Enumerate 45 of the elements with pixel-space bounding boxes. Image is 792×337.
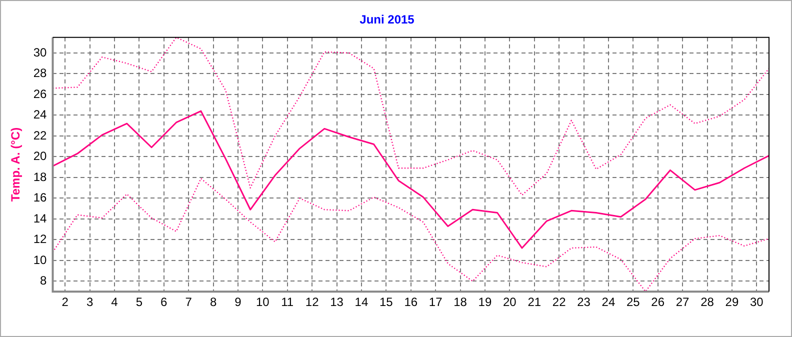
line-series [52,37,769,196]
x-tick-label: 25 [626,295,640,310]
x-tick-label: 3 [86,295,94,310]
x-tick-label: 4 [111,295,118,310]
x-tick-label: 22 [552,295,566,310]
x-tick-label: 20 [502,295,517,310]
x-tick-label: 24 [602,295,616,310]
chart-title: Juni 2015 [360,12,415,27]
x-tick-label: 14 [354,295,368,310]
y-tick-label: 28 [33,66,48,80]
x-tick-label: 6 [160,295,168,310]
y-tick-label: 12 [33,232,48,246]
x-tick-label: 2 [62,295,69,310]
y-tick-label: 22 [33,128,48,142]
x-tick-label: 27 [676,295,690,310]
y-tick-label: 16 [33,190,48,205]
y-axis-title: Temp. A. (°C) [8,127,23,202]
x-tick-label: 11 [281,295,294,310]
x-tick-label: 21 [528,295,542,310]
y-tick-label: 26 [33,86,48,101]
x-tick-label: 19 [478,295,492,310]
x-tick-label: 8 [210,295,217,310]
x-tick-label: 13 [330,295,344,310]
y-tick-label: 10 [33,252,48,267]
y-tick-label: 18 [33,170,48,184]
y-tick-label: 30 [33,45,48,60]
x-tick-label: 18 [454,295,468,310]
x-tick-label: 17 [428,295,443,310]
y-tick-label: 8 [40,274,48,288]
y-tick-label: 14 [33,211,48,226]
x-tick-label: 30 [750,295,764,310]
x-tick-label: 10 [256,295,270,310]
x-tick-label: 5 [136,295,143,310]
x-tick-label: 26 [651,295,665,310]
x-tick-label: 12 [305,295,320,310]
x-tick-label: 28 [700,295,714,310]
y-tick-label: 20 [33,149,48,164]
x-tick-label: 23 [577,295,591,310]
x-tick-label: 15 [379,295,394,310]
x-tick-label: 7 [185,295,192,310]
line-series [52,178,769,292]
y-tick-label: 24 [33,108,48,122]
x-tick-label: 29 [725,295,739,310]
x-tick-label: 16 [404,295,418,310]
x-tick-label: 9 [234,295,242,310]
